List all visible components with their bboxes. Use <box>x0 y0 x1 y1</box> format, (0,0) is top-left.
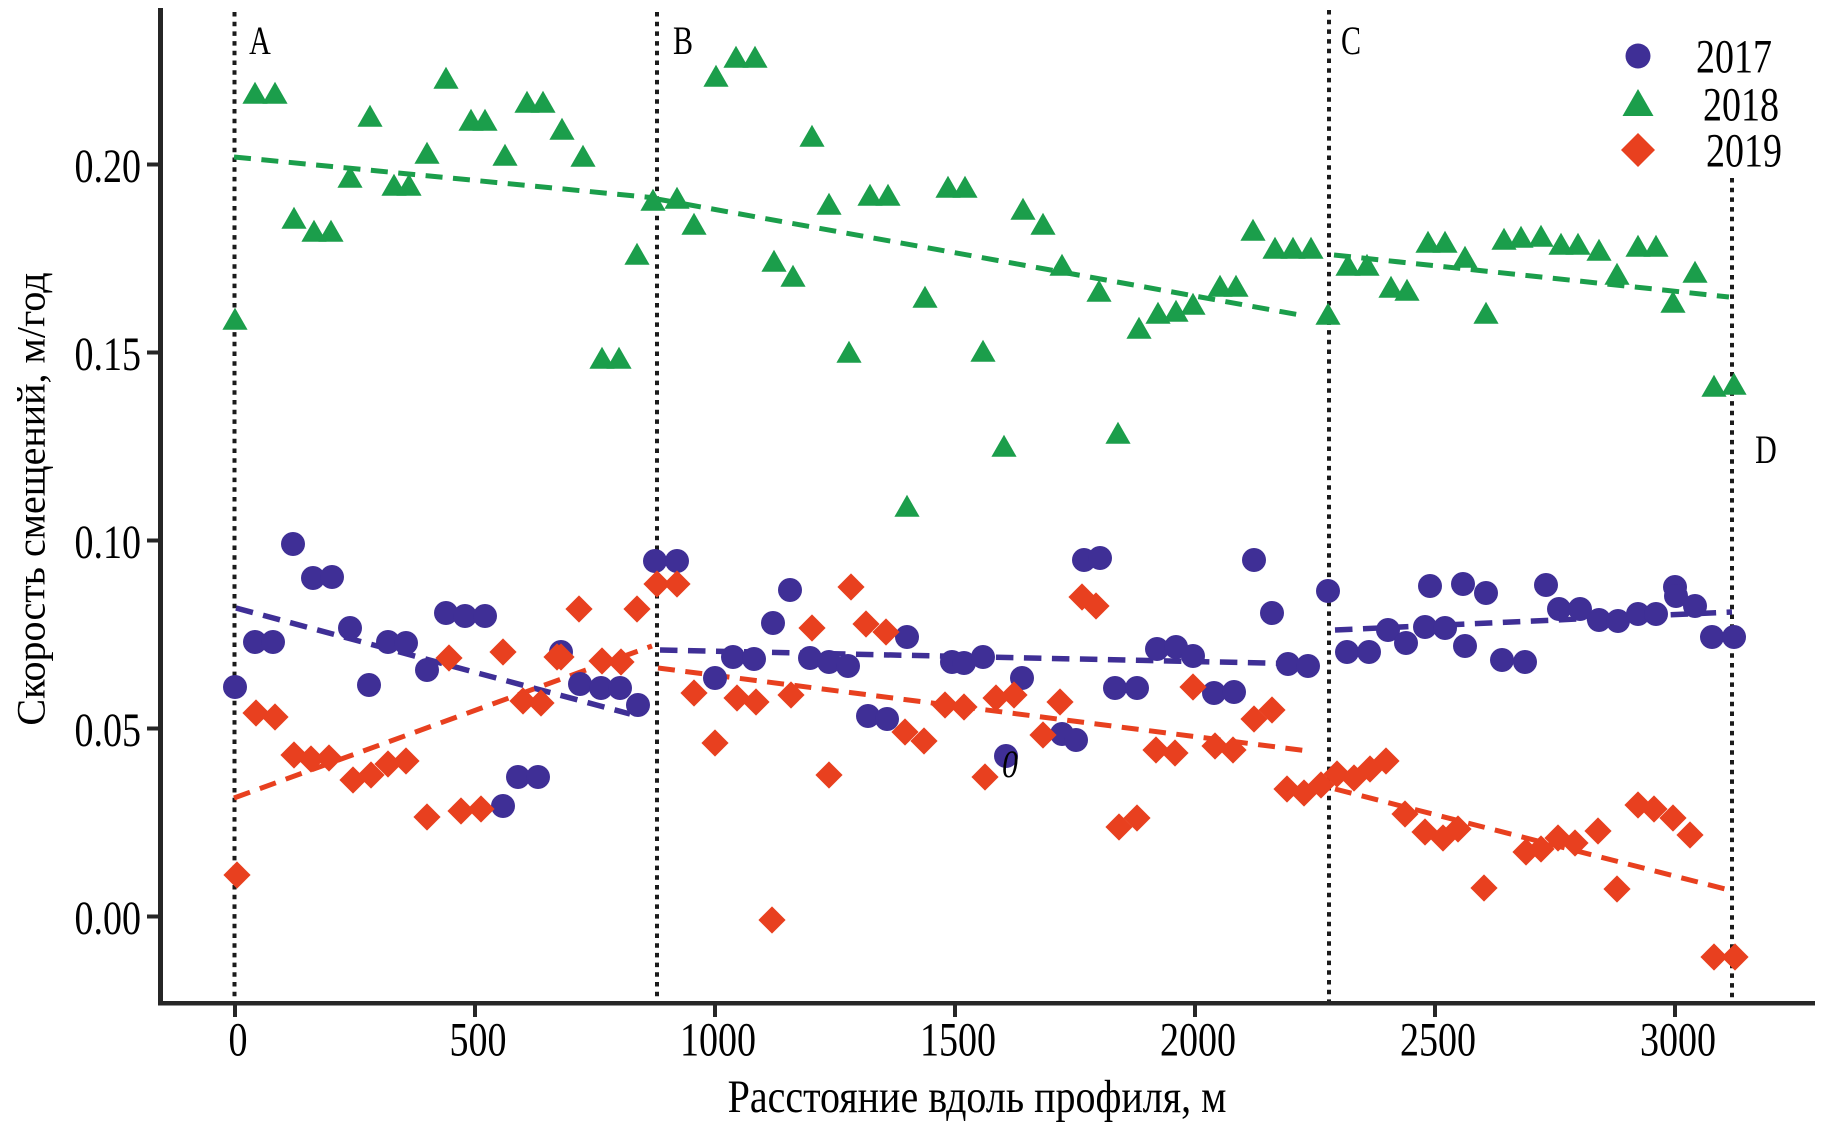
svg-text:2000: 2000 <box>1160 1013 1236 1066</box>
svg-text:0.10: 0.10 <box>75 516 141 569</box>
svg-text:2017: 2017 <box>1696 30 1772 83</box>
svg-text:0.20: 0.20 <box>75 140 141 193</box>
svg-text:C: C <box>1341 19 1361 63</box>
svg-text:1000: 1000 <box>680 1013 756 1066</box>
svg-text:Расстояние вдоль профиля, м: Расстояние вдоль профиля, м <box>728 1071 1227 1123</box>
svg-text:2019: 2019 <box>1706 124 1782 177</box>
svg-text:B: B <box>673 19 693 63</box>
svg-text:Скорость смещений, м/год: Скорость смещений, м/год <box>9 272 54 725</box>
svg-text:0.05: 0.05 <box>75 704 141 757</box>
svg-text:0.00: 0.00 <box>75 892 141 945</box>
svg-text:A: A <box>249 19 271 63</box>
svg-text:1500: 1500 <box>920 1013 996 1066</box>
svg-text:500: 500 <box>450 1013 507 1066</box>
svg-text:2018: 2018 <box>1703 78 1779 131</box>
svg-text:0: 0 <box>1002 742 1018 786</box>
svg-text:0.15: 0.15 <box>75 328 141 381</box>
svg-text:2500: 2500 <box>1400 1013 1476 1066</box>
svg-text:0: 0 <box>229 1013 248 1066</box>
svg-text:D: D <box>1755 428 1777 472</box>
svg-text:3000: 3000 <box>1640 1013 1716 1066</box>
